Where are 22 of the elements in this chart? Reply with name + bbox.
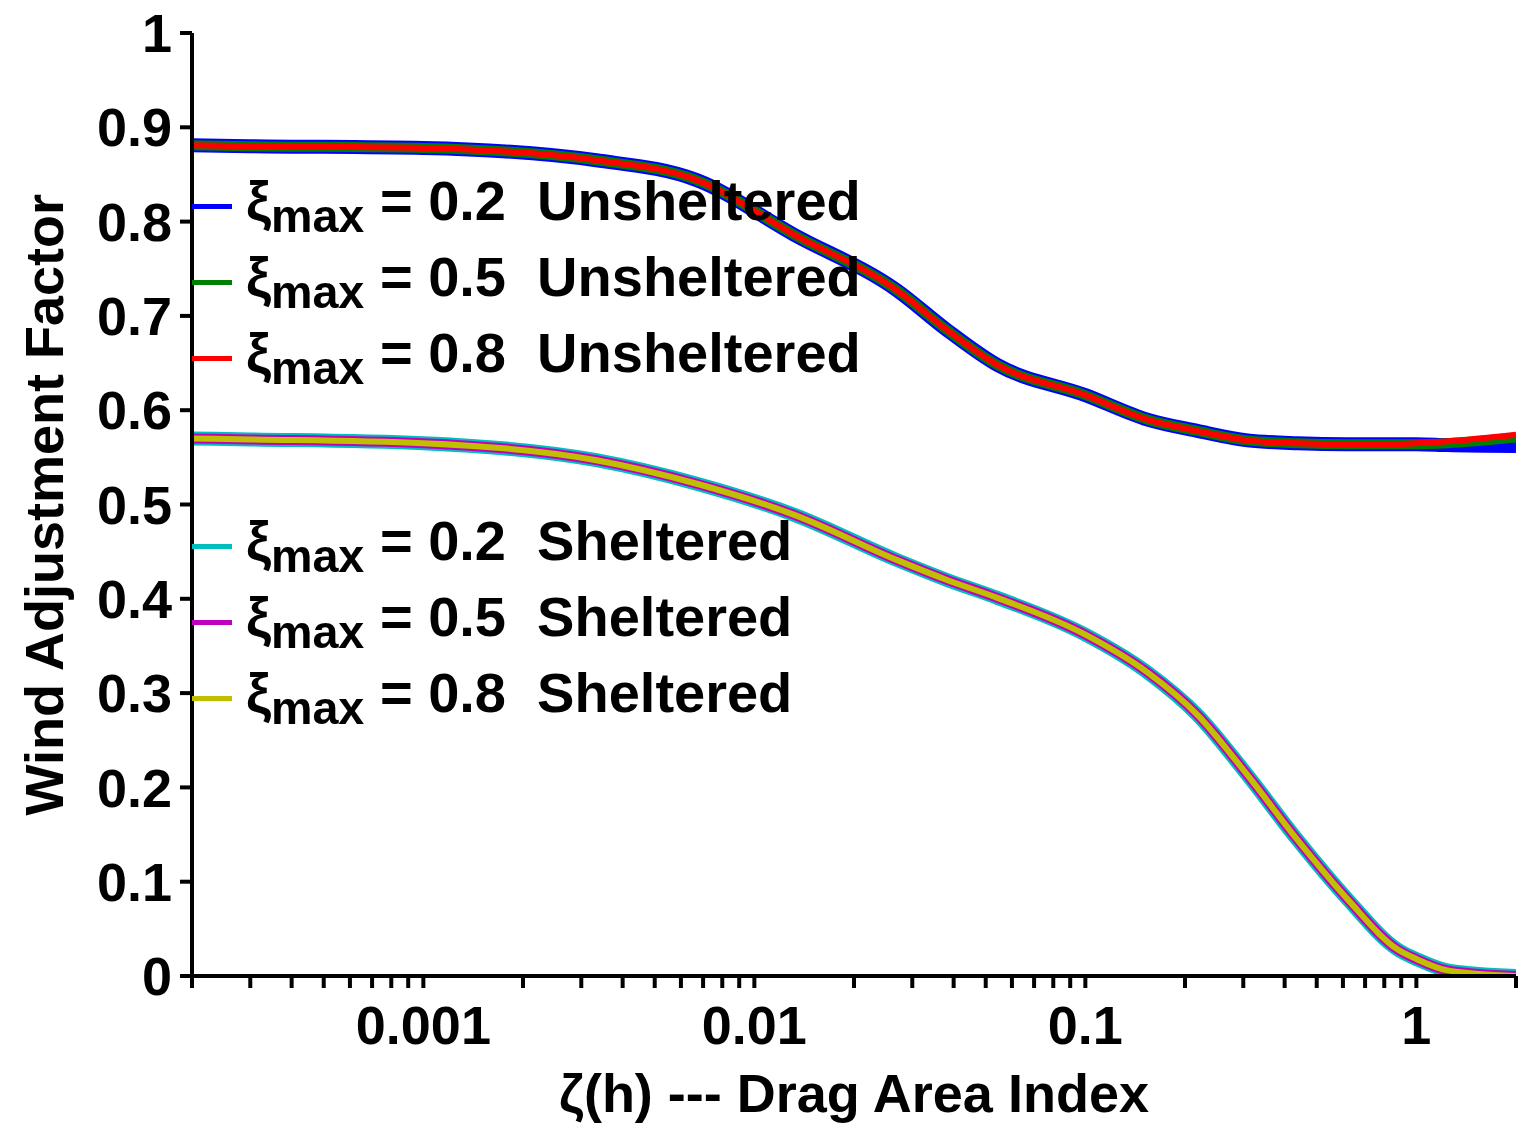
legend-label: ξ$_{max}$ = 0.8 Unsheltered (246, 320, 861, 396)
y-tick-label: 0.9 (96, 97, 172, 158)
y-tick-label: 0.6 (96, 380, 172, 441)
y-tick-label: 0.8 (96, 191, 172, 252)
legend-label: ξ$_{max}$ = 0.5 Sheltered (246, 584, 793, 660)
y-tick-label: 0.1 (96, 851, 172, 912)
y-tick-label: 0 (141, 946, 172, 1007)
legend-label: ξ$_{max}$ = 0.5 Unsheltered (246, 244, 861, 320)
x-tick-label: 1 (1401, 995, 1432, 1056)
y-tick-label: 0.7 (96, 286, 172, 347)
y-tick-label: 0.5 (96, 474, 172, 535)
x-tick-label: 0.01 (701, 995, 807, 1056)
y-tick-label: 0.4 (96, 568, 172, 629)
legend-label: ξ$_{max}$ = 0.2 Sheltered (246, 508, 793, 584)
x-axis-title: ζ(h) --- Drag Area Index (559, 1063, 1149, 1123)
x-tick-label: 0.1 (1047, 995, 1123, 1056)
y-tick-label: 1 (141, 3, 172, 64)
x-tick-label: 0.001 (355, 995, 491, 1056)
y-tick-label: 0.2 (96, 757, 172, 818)
y-tick-label: 0.3 (96, 663, 172, 724)
legend-label: ξ$_{max}$ = 0.8 Sheltered (246, 660, 793, 736)
y-axis-title: Wind Adjustment Factor (14, 193, 74, 816)
